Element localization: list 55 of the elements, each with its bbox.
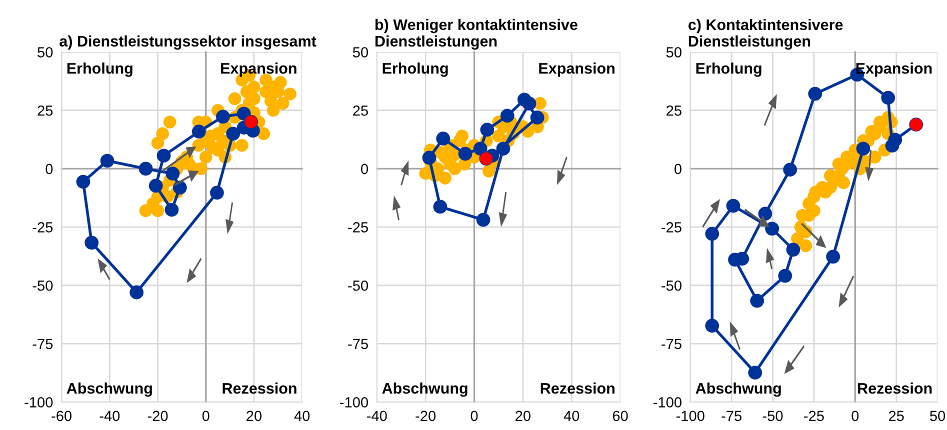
annotation: Expansion [539, 62, 614, 77]
chart-title: a) Dienstleistungssektor insgesamt [60, 35, 316, 50]
y-tick-label: -25 [348, 222, 368, 232]
y-tick-label: -50 [662, 280, 682, 291]
x-tick-label: 25 [888, 410, 904, 422]
x-tick-label: 60 [612, 410, 628, 422]
annotation: Abschwung [66, 382, 152, 397]
annotation: Rezession [222, 382, 296, 394]
y-tick-label: -100 [24, 397, 53, 408]
y-tick-label: 0 [361, 164, 368, 174]
x-tick-label: -20 [148, 410, 168, 422]
y-tick-label: 50 [38, 47, 53, 58]
x-tick-label: -40 [367, 410, 387, 422]
x-tick-label: 0 [202, 410, 210, 422]
x-tick-label: 20 [516, 410, 530, 422]
chart-title: c) Kontaktintensivere Dienstleistungen [688, 18, 843, 50]
annotation: Rezession [858, 382, 932, 394]
x-tick-label: -20 [416, 410, 436, 422]
x-tick-label: 0 [470, 410, 478, 422]
annotation: Expansion [221, 62, 296, 77]
annotation: Erholung [382, 62, 448, 77]
y-tick-label: 0 [46, 164, 53, 174]
y-tick-label: -75 [662, 338, 682, 350]
y-tick-label: -75 [32, 338, 53, 350]
y-tick-label: 50 [666, 47, 682, 58]
y-tick-label: -50 [348, 280, 368, 291]
y-tick-label: -25 [32, 222, 53, 232]
x-tick-label: -50 [762, 410, 783, 422]
x-tick-label: -75 [722, 410, 742, 422]
annotation: Abschwung [382, 382, 468, 397]
annotation: Abschwung [696, 382, 781, 397]
annotation: Erholung [696, 62, 762, 77]
x-tick-label: -40 [100, 410, 120, 422]
x-tick-label: 50 [930, 410, 946, 422]
x-tick-label: -25 [804, 410, 824, 422]
x-tick-label: -100 [676, 410, 704, 422]
y-tick-label: 25 [666, 105, 682, 116]
y-tick-label: -50 [32, 280, 53, 291]
y-tick-label: -75 [348, 338, 368, 350]
y-tick-label: 50 [352, 47, 368, 58]
chart-title: b) Weniger kontaktintensive Dienstleistungen [375, 18, 578, 50]
annotation: Expansion [856, 62, 932, 77]
y-tick-label: 25 [353, 105, 368, 116]
annotation: Erholung [67, 62, 132, 77]
x-tick-label: 40 [294, 410, 310, 422]
x-tick-label: 0 [852, 410, 859, 422]
x-tick-label: -60 [52, 410, 72, 422]
y-tick-label: -100 [340, 397, 368, 408]
y-tick-label: -25 [662, 222, 682, 232]
y-tick-label: -100 [653, 397, 682, 408]
y-tick-label: 0 [674, 164, 682, 174]
annotation: Rezession [540, 382, 614, 394]
x-tick-label: 20 [246, 410, 262, 422]
y-tick-label: 25 [38, 105, 53, 116]
x-tick-label: 40 [564, 410, 580, 422]
